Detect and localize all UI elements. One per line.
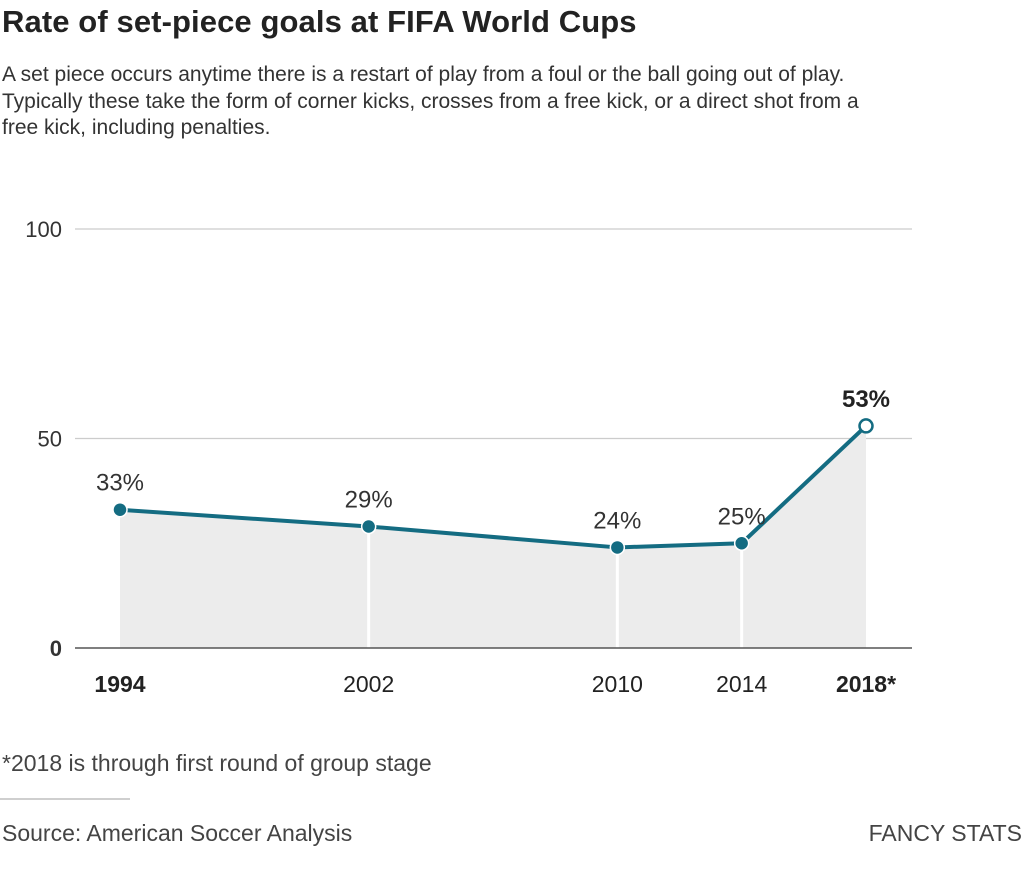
data-point [733, 535, 750, 551]
x-tick-label: 2014 [716, 671, 767, 697]
data-point [609, 539, 626, 556]
data-label: 25% [718, 503, 766, 530]
gridlines [75, 228, 912, 440]
data-point [360, 518, 377, 535]
footnote: *2018 is through first round of group st… [2, 750, 432, 776]
data-labels: 33% 29% 24% 25% 53% [96, 386, 890, 535]
chart-subtitle: A set piece occurs anytime there is a re… [2, 63, 859, 139]
data-label: 29% [345, 486, 393, 513]
x-tick-label: 2018* [836, 671, 896, 697]
x-axis-ticks: 1994 2002 2010 2014 2018* [94, 671, 896, 697]
y-tick-label: 0 [50, 636, 62, 661]
source-note: Source: American Soccer Analysis [2, 820, 353, 846]
x-tick-label: 1994 [94, 671, 145, 697]
x-tick-label: 2010 [592, 671, 643, 697]
y-tick-label: 50 [38, 427, 62, 452]
data-points [112, 418, 874, 556]
line-chart: 33% 29% 24% 25% 53% 0 50 100 1994 2002 2010 2014 2… [25, 217, 912, 697]
data-point [858, 418, 874, 434]
data-point [112, 501, 128, 518]
area-fill [120, 425, 866, 648]
data-label: 33% [96, 470, 144, 497]
footer-divider [0, 798, 130, 800]
area-shape [120, 425, 866, 648]
data-label: 24% [593, 507, 641, 534]
data-label: 53% [842, 386, 890, 413]
chart-title: Rate of set-piece goals at FIFA World Cu… [2, 4, 637, 39]
y-axis-ticks: 0 50 100 [25, 217, 62, 661]
credit-label: FANCY STATS [868, 820, 1022, 846]
y-tick-label: 100 [25, 217, 62, 242]
drop-lines [367, 526, 744, 648]
x-tick-label: 2002 [343, 671, 394, 697]
